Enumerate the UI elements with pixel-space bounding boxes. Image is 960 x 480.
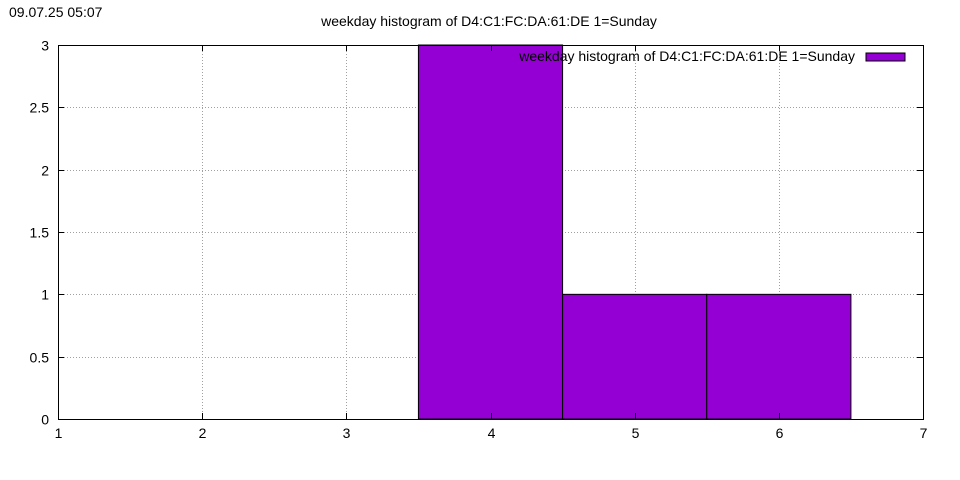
histogram-bar	[417, 44, 564, 420]
x-tick-label: 5	[632, 425, 640, 441]
y-tick-label: 0.5	[30, 350, 50, 366]
y-tick-labels: 0 0.5 1 1.5 2 2.5 3	[30, 38, 50, 428]
y-tick-label: 2	[41, 163, 49, 179]
chart-title: weekday histogram of D4:C1:FC:DA:61:DE 1…	[320, 13, 657, 29]
histogram-bar	[562, 293, 708, 420]
y-tick-label: 1.5	[30, 225, 50, 241]
tick-marks	[58, 45, 924, 420]
x-tick-label: 6	[776, 425, 784, 441]
x-tick-label: 1	[55, 425, 63, 441]
x-tick-labels: 1 2 3 4 5 6 7	[55, 425, 928, 441]
histogram-bar	[706, 293, 852, 420]
y-tick-label: 0	[41, 412, 49, 428]
x-tick-label: 2	[199, 425, 207, 441]
legend-swatch	[865, 52, 906, 62]
timestamp-label: 09.07.25 05:07	[9, 4, 103, 20]
legend-label: weekday histogram of D4:C1:FC:DA:61:DE 1…	[518, 48, 855, 64]
x-tick-label: 4	[488, 425, 496, 441]
y-tick-label: 3	[41, 38, 49, 54]
y-tick-label: 2.5	[30, 100, 50, 116]
legend: weekday histogram of D4:C1:FC:DA:61:DE 1…	[518, 48, 906, 64]
x-tick-label: 7	[920, 425, 928, 441]
y-tick-label: 1	[41, 287, 49, 303]
x-tick-label: 3	[343, 425, 351, 441]
